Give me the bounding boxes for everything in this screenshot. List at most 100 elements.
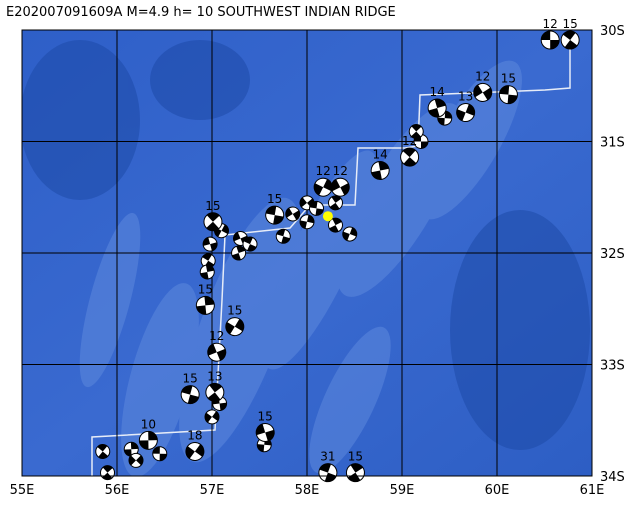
- depth-label: 10: [141, 417, 156, 431]
- beachball-quadrant: [473, 84, 483, 98]
- beachball-quadrant: [437, 117, 445, 126]
- focal-mechanism: [313, 177, 333, 197]
- beachball-quadrant: [221, 224, 229, 234]
- focal-mechanism: [180, 385, 200, 405]
- beachball-quadrant: [148, 431, 158, 441]
- beachball-quadrant: [281, 236, 290, 244]
- depth-label: 12: [475, 69, 490, 83]
- x-tick-label: 57E: [200, 483, 225, 498]
- beachball-quadrant: [139, 440, 149, 450]
- beachball-quadrant: [234, 318, 244, 332]
- beachball-quadrant: [342, 231, 350, 241]
- focal-mechanism: [400, 147, 420, 167]
- beachball-quadrant: [331, 179, 341, 192]
- focal-mechanism: [128, 452, 144, 468]
- depth-label: 14: [373, 147, 388, 161]
- beachball-quadrant: [465, 104, 475, 116]
- beachball-quadrant: [207, 343, 217, 356]
- focal-mechanism: [408, 123, 424, 139]
- depth-label: 15: [348, 450, 363, 464]
- y-tick-label: 30S: [600, 24, 625, 39]
- beachball-quadrant: [292, 210, 300, 220]
- beachball-quadrant: [319, 463, 331, 473]
- beachball-quadrant: [204, 296, 215, 306]
- beachball-quadrant: [562, 31, 576, 41]
- beachball-quadrant: [273, 215, 284, 225]
- beachball-quadrant: [206, 221, 220, 231]
- x-tick-label: 58E: [295, 483, 320, 498]
- beachball-quadrant: [265, 206, 277, 216]
- beachball-quadrant: [434, 99, 446, 109]
- focal-mechanism: [330, 177, 350, 197]
- depth-label: 12: [209, 329, 224, 343]
- focal-mechanism: [138, 430, 158, 450]
- beachball-quadrant: [231, 253, 241, 260]
- depth-label: 12: [316, 164, 331, 178]
- beachball-quadrant: [98, 451, 109, 459]
- beachball-quadrant: [541, 31, 551, 41]
- beachball-quadrant: [233, 232, 241, 242]
- focal-mechanism: [309, 200, 324, 216]
- beachball-quadrant: [216, 348, 226, 361]
- focal-mechanism: [427, 98, 447, 118]
- beachball-quadrant: [194, 444, 204, 457]
- depth-label: 15: [205, 199, 220, 213]
- beachball-quadrant: [482, 87, 492, 101]
- focal-mechanism: [225, 317, 245, 337]
- depth-label: 15: [183, 372, 198, 386]
- focal-mechanism: [204, 409, 220, 425]
- beachball-quadrant: [340, 183, 350, 196]
- focal-mechanism: [152, 446, 168, 462]
- beachball-quadrant: [456, 109, 466, 121]
- focal-mechanism: [318, 463, 338, 483]
- map-title: E202007091609A M=4.9 h= 10 SOUTHWEST IND…: [6, 5, 396, 20]
- beachball-quadrant: [205, 412, 212, 423]
- depth-label: 31: [320, 450, 335, 464]
- beachball-quadrant: [309, 201, 318, 209]
- beachball-quadrant: [332, 218, 342, 226]
- focal-mechanism: [345, 463, 365, 483]
- y-tick-label: 33S: [600, 359, 625, 374]
- focal-mechanism: [203, 212, 223, 232]
- depth-label: 12: [333, 164, 348, 178]
- focal-mechanism: [342, 226, 358, 242]
- focal-mechanism: [195, 295, 215, 315]
- map-frame: [21, 29, 593, 477]
- beachball-quadrant: [507, 94, 518, 104]
- focal-mechanism: [265, 205, 285, 225]
- beachball-quadrant: [136, 455, 143, 466]
- beachball-quadrant: [350, 463, 363, 473]
- beachball-quadrant: [243, 237, 253, 245]
- beachball-quadrant: [209, 383, 222, 393]
- beachball-quadrant: [564, 40, 578, 49]
- beachball-quadrant: [323, 179, 333, 192]
- focal-mechanism: [285, 206, 301, 222]
- focal-mechanism: [185, 441, 205, 461]
- beachball-quadrant: [315, 208, 324, 216]
- x-tick-label: 55E: [10, 483, 35, 498]
- focal-mechanism: [255, 423, 275, 443]
- beachball-quadrant: [102, 465, 113, 473]
- beachball-quadrant: [276, 229, 286, 237]
- depth-label: 13: [207, 369, 222, 383]
- beachball-quadrant: [285, 207, 293, 218]
- focal-mechanism: [95, 443, 111, 459]
- beachball-quadrant: [378, 161, 389, 171]
- focal-mechanism: [540, 30, 560, 50]
- beachball-quadrant: [329, 202, 340, 210]
- beachball-quadrant: [421, 141, 428, 149]
- beachball-quadrant: [300, 197, 307, 208]
- focal-mechanism: [328, 217, 343, 233]
- beachball-quadrant: [256, 423, 266, 436]
- depth-label: 15: [227, 304, 242, 318]
- beachball-quadrant: [300, 220, 307, 229]
- depth-label: 15: [501, 72, 516, 86]
- beachball-quadrant: [428, 108, 440, 118]
- beachball-quadrant: [314, 183, 324, 196]
- beachball-quadrant: [130, 442, 139, 450]
- focal-mechanism: [370, 160, 390, 180]
- beachball-quadrant: [206, 212, 220, 222]
- beachball-quadrant: [203, 237, 211, 246]
- beachball-quadrant: [187, 394, 199, 404]
- beachball-quadrant: [196, 305, 207, 315]
